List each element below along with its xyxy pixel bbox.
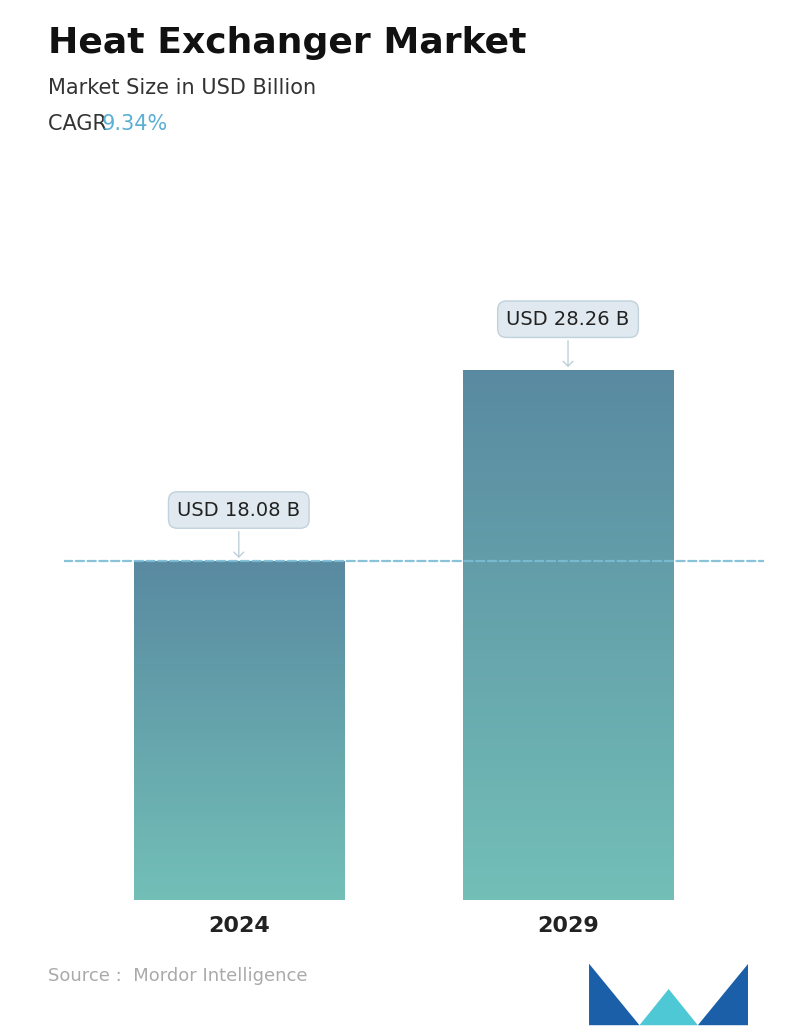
Text: USD 18.08 B: USD 18.08 B xyxy=(178,500,300,557)
Polygon shape xyxy=(698,964,748,1026)
Text: Source :  Mordor Intelligence: Source : Mordor Intelligence xyxy=(48,967,307,984)
Polygon shape xyxy=(589,964,639,1026)
Text: USD 28.26 B: USD 28.26 B xyxy=(506,310,630,366)
Text: CAGR: CAGR xyxy=(48,114,113,133)
Polygon shape xyxy=(639,989,698,1026)
Text: 9.34%: 9.34% xyxy=(102,114,168,133)
Text: Market Size in USD Billion: Market Size in USD Billion xyxy=(48,78,316,97)
Text: Heat Exchanger Market: Heat Exchanger Market xyxy=(48,26,526,60)
